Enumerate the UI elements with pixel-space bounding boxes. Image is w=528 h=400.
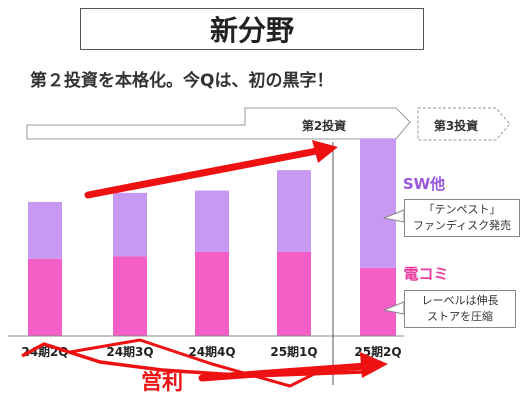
- x-tick-labels: 24期2Q 24期3Q 24期4Q 25期1Q 25期2Q: [21, 344, 401, 359]
- profit-trend-line-secondary: [69, 338, 319, 388]
- bar-upper-2: [195, 190, 229, 252]
- timeline-phase3-arrow: [417, 107, 511, 141]
- bars-group: [28, 138, 396, 336]
- bar-lower-2: [195, 251, 229, 336]
- growth-arrow-head: [312, 140, 338, 163]
- profit-arrow: [198, 362, 370, 382]
- bar-upper-3: [277, 170, 311, 252]
- timeline-phase2-label: 第2投資: [302, 118, 346, 133]
- growth-arrow: [84, 146, 326, 199]
- bar-lower-0: [28, 258, 62, 336]
- x-tick-label-3: 25期1Q: [270, 344, 317, 359]
- x-tick-label-2: 24期4Q: [188, 344, 235, 359]
- timeline-banner: [26, 107, 411, 140]
- headline: 第２投資を本格化。今Qは、初の黒字！: [30, 71, 334, 91]
- lower-series-label: 電コミ: [403, 265, 448, 283]
- profit-arrow-head: [360, 352, 388, 378]
- sw-callout-line1: 「テンペスト」: [423, 203, 501, 216]
- page-title-text: 新分野: [209, 14, 294, 47]
- bar-upper-0: [28, 201, 62, 259]
- bar-upper-4: [360, 138, 396, 268]
- timeline-phase3-label: 第3投資: [434, 118, 478, 133]
- profit-label: 営利: [141, 370, 183, 394]
- page-title: 新分野: [80, 8, 424, 50]
- x-tick-label-1: 24期3Q: [106, 344, 153, 359]
- bar-lower-4: [360, 267, 396, 336]
- sw-callout-line2: ファンディスク発売: [412, 219, 512, 232]
- bar-upper-1: [113, 192, 147, 257]
- bar-lower-3: [277, 251, 311, 336]
- lower-callout-line1: レーベルは伸長: [421, 294, 499, 307]
- bar-lower-1: [113, 256, 147, 336]
- sw-series-label: SW他: [403, 175, 445, 193]
- sw-callout: 「テンペスト」 ファンディスク発売: [404, 199, 520, 237]
- lower-callout-line2: ストアを圧縮: [427, 310, 493, 323]
- lower-callout: レーベルは伸長 ストアを圧縮: [404, 290, 516, 328]
